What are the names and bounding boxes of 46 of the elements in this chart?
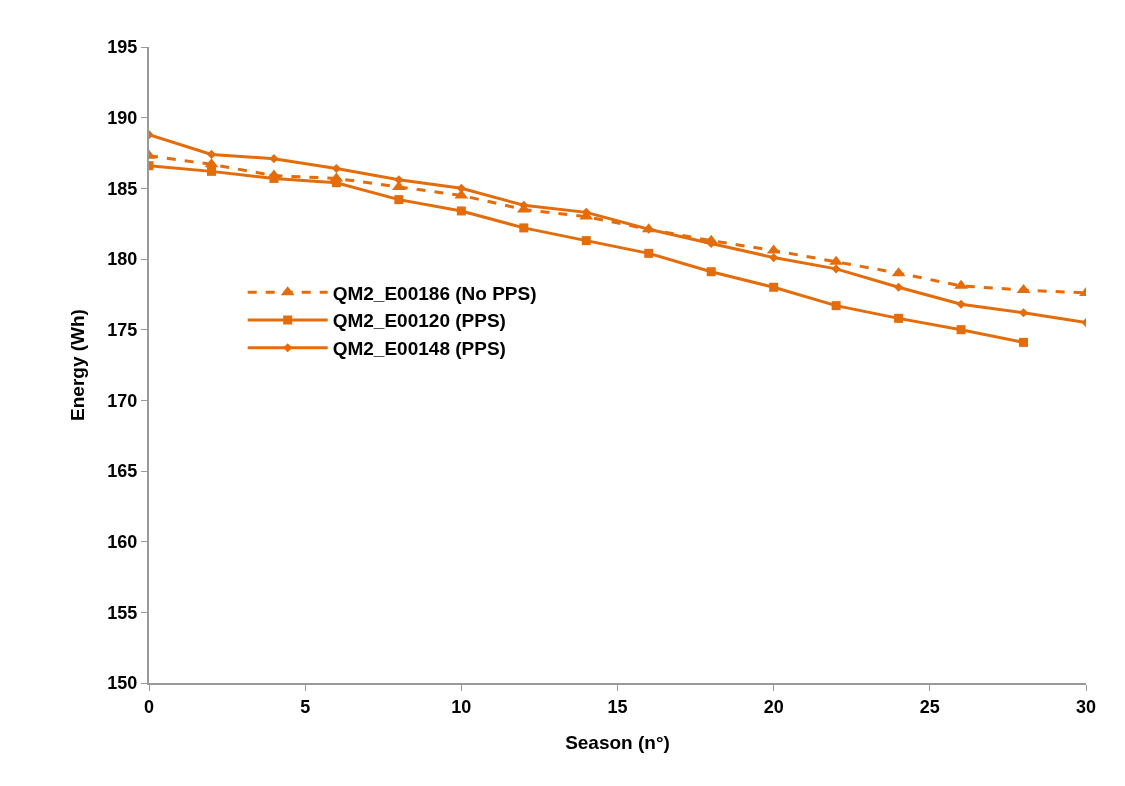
point <box>894 313 904 323</box>
point <box>331 164 341 174</box>
point <box>519 223 529 233</box>
x-tick-label: 15 <box>607 696 628 717</box>
point <box>269 154 279 164</box>
x-tick-label: 5 <box>300 696 311 717</box>
legend-label: QM2_E00148 (PPS) <box>332 338 506 360</box>
x-tick-label: 10 <box>451 696 472 717</box>
y-tick-label: 180 <box>107 249 138 270</box>
point <box>956 325 966 335</box>
y-tick-label: 185 <box>107 178 138 199</box>
point <box>456 183 466 193</box>
point <box>456 206 466 216</box>
point <box>331 178 341 188</box>
point <box>644 248 654 258</box>
y-tick-label: 175 <box>107 319 138 340</box>
y-axis-title: Energy (Wh) <box>66 309 88 421</box>
point <box>831 264 841 274</box>
y-tick-label: 155 <box>107 602 138 623</box>
y-tick-label: 160 <box>107 531 138 552</box>
point <box>1019 337 1029 347</box>
point <box>394 195 404 205</box>
y-tick-label: 165 <box>107 461 138 482</box>
point <box>769 282 779 292</box>
legend-label: QM2_E00186 (No PPS) <box>332 282 537 304</box>
point <box>206 149 217 159</box>
point <box>769 253 779 263</box>
x-axis-title: Season (n°) <box>565 731 670 753</box>
y-tick-label: 170 <box>107 390 138 411</box>
y-tick-label: 190 <box>107 107 138 128</box>
y-tick-label: 195 <box>107 37 138 58</box>
point <box>1018 308 1029 318</box>
x-tick-label: 0 <box>143 696 155 717</box>
x-tick-label: 30 <box>1075 696 1097 717</box>
x-tick-label: 25 <box>919 696 940 717</box>
point <box>831 301 841 311</box>
point <box>269 173 279 183</box>
point <box>894 282 904 292</box>
point <box>206 166 216 176</box>
point <box>954 279 968 289</box>
point <box>706 267 716 277</box>
point <box>956 299 966 309</box>
y-tick-label: 150 <box>107 673 138 694</box>
point <box>581 236 591 246</box>
x-tick-label: 20 <box>763 696 784 717</box>
legend-label: QM2_E00120 (PPS) <box>332 310 506 332</box>
